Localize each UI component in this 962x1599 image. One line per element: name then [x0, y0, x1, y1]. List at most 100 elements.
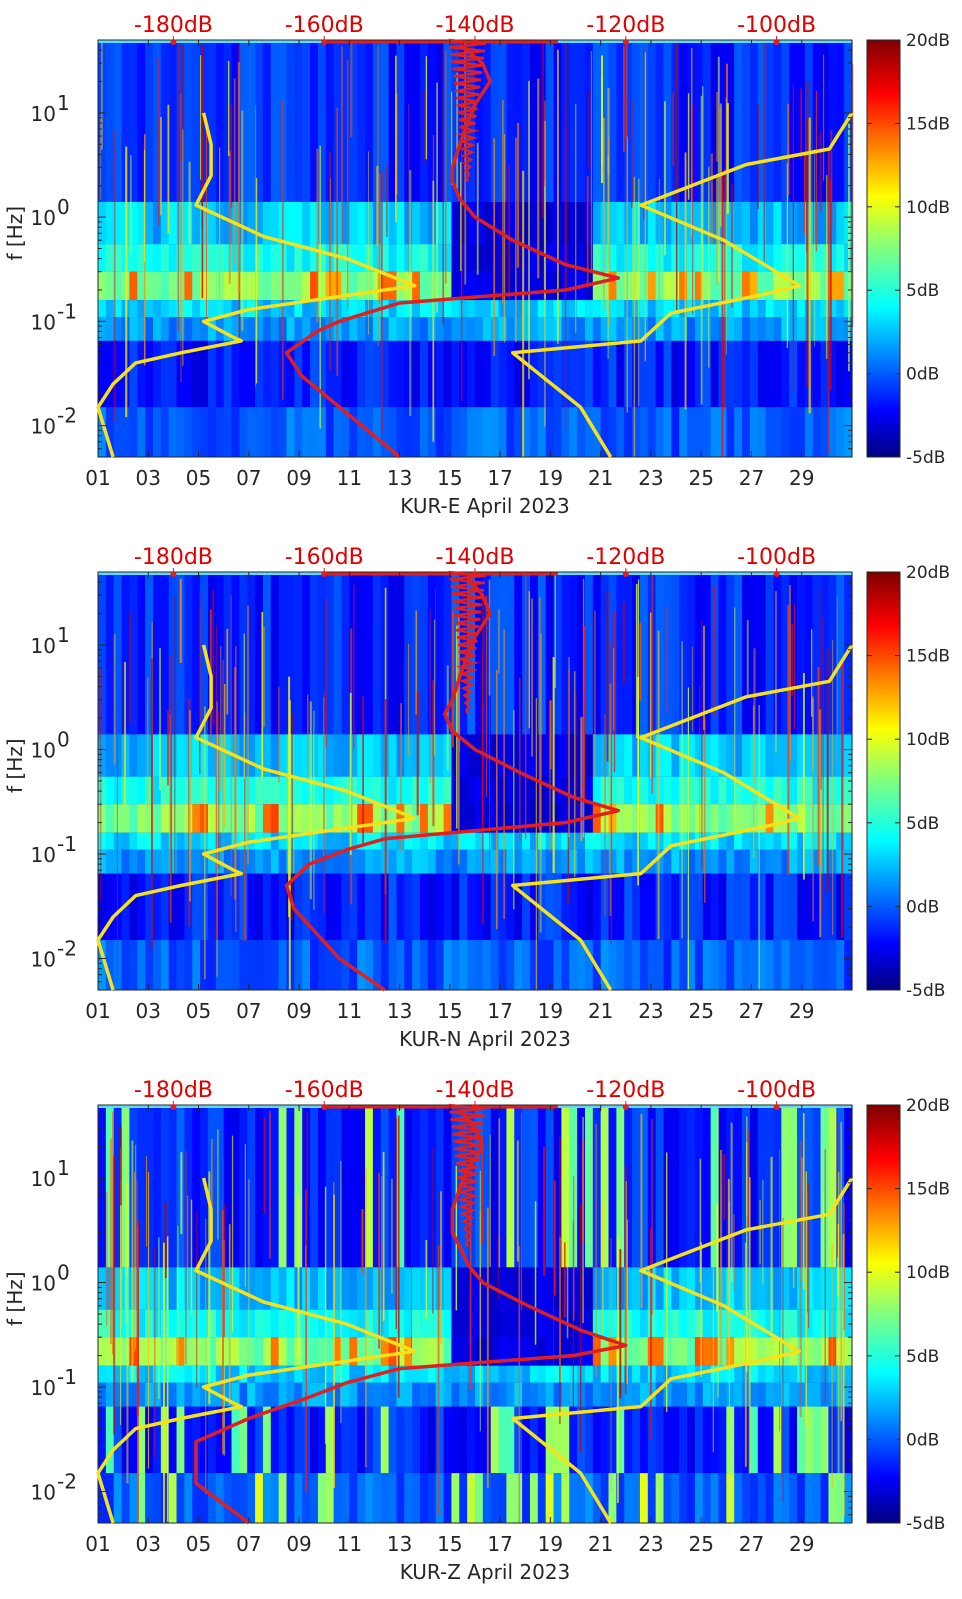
- x-tick-label: 03: [136, 1532, 161, 1556]
- spectrogram-cell: [239, 300, 248, 318]
- spectrogram-cell: [757, 1406, 767, 1474]
- spectrogram-cell: [443, 407, 453, 457]
- spectrogram-cell: [145, 271, 154, 301]
- spectrogram-cell: [490, 940, 500, 990]
- spectrogram-cell: [349, 40, 358, 202]
- spectrogram-cell: [679, 1105, 688, 1268]
- spectrogram-cell: [797, 1406, 806, 1474]
- spectrogram-cell: [475, 1382, 484, 1407]
- spectrogram-cell: [467, 300, 476, 318]
- spectrogram-cell: [310, 317, 319, 341]
- spectrogram-cell: [624, 407, 633, 457]
- transient-streak: [489, 672, 490, 867]
- spectrogram-cell: [655, 940, 665, 990]
- spectrogram-cell: [372, 317, 382, 341]
- spectrogram-cell: [537, 340, 547, 408]
- spectrogram-cell: [836, 776, 845, 805]
- spectrogram-cell: [671, 572, 680, 735]
- spectrogram-cell: [577, 201, 586, 245]
- x-tick-label: 27: [739, 466, 764, 490]
- spectrogram-cell: [671, 317, 680, 341]
- spectrogram-cell: [718, 1473, 727, 1523]
- transient-streak: [841, 656, 844, 938]
- spectrogram-cell: [687, 340, 696, 408]
- spectrogram-cell: [137, 201, 146, 245]
- spectrogram-cell: [514, 940, 523, 990]
- transient-streak: [608, 137, 610, 327]
- transient-streak: [158, 1237, 160, 1400]
- spectrogram-cell: [129, 244, 138, 272]
- spectrogram-cell: [286, 1105, 295, 1268]
- spectrogram-cell: [435, 244, 445, 272]
- spectrogram-cell: [427, 940, 437, 990]
- spectrogram-cell: [537, 1337, 547, 1366]
- transient-streak: [687, 687, 689, 990]
- spectrogram-cell: [475, 1309, 484, 1338]
- transient-streak: [319, 145, 321, 429]
- transient-streak: [212, 589, 215, 726]
- spectrogram-cell: [584, 407, 594, 457]
- x-tick-label: 09: [286, 1532, 311, 1556]
- spectrogram-cell: [467, 244, 476, 272]
- y-tick-exponent: -1: [57, 1365, 77, 1389]
- transient-streak: [725, 97, 727, 355]
- spectrogram-cell: [545, 776, 555, 805]
- spectrogram-cell: [365, 40, 374, 202]
- spectrogram-cell: [600, 201, 610, 245]
- spectrogram-cell: [160, 300, 170, 318]
- spectrogram-cell: [545, 1309, 555, 1338]
- spectrogram-cell: [270, 572, 280, 735]
- spectrogram-cell: [710, 317, 720, 341]
- median-psd-jitter: [448, 1103, 486, 1248]
- transient-streak: [415, 610, 417, 715]
- spectrogram-cell: [278, 873, 288, 941]
- spectrogram-cell: [529, 40, 539, 202]
- spectrogram-cell: [105, 1267, 115, 1310]
- spectrogram-cell: [168, 734, 178, 777]
- spectrogram-cell: [757, 849, 767, 874]
- spectrogram-cell: [506, 340, 515, 408]
- spectrogram-cell: [310, 40, 319, 202]
- spectrogram-cell: [255, 1473, 264, 1523]
- spectrogram-cell: [679, 40, 688, 202]
- spectrogram-cell: [200, 1267, 209, 1310]
- spectrogram-cell: [655, 340, 665, 408]
- spectrogram-cell: [317, 804, 327, 833]
- x-tick-label: 17: [487, 1532, 512, 1556]
- spectrogram-cell: [160, 1309, 170, 1338]
- spectrogram-cell: [506, 300, 515, 318]
- spectrogram-cell: [624, 271, 633, 301]
- spectrogram-cell: [624, 1309, 633, 1338]
- spectrogram-cell: [388, 1473, 398, 1523]
- colorbar-tick-label: -5dB: [906, 981, 945, 1001]
- spectrogram-cell: [655, 1473, 665, 1523]
- spectrogram-cell: [270, 1382, 280, 1407]
- transient-streak: [137, 1219, 139, 1523]
- spectrogram-cell: [647, 271, 657, 301]
- spectrogram-cell: [734, 1382, 743, 1407]
- spectrogram-cell: [608, 1337, 617, 1366]
- spectrogram-cell: [514, 873, 523, 941]
- spectrogram-cell: [773, 832, 782, 850]
- spectrogram-cell: [160, 804, 170, 833]
- transient-streak: [408, 104, 410, 276]
- spectrogram-cell: [592, 1382, 602, 1407]
- spectrogram-cell: [804, 849, 814, 874]
- spectrogram-cell: [200, 873, 209, 941]
- spectrogram-cell: [726, 1337, 735, 1366]
- spectrogram-cell: [341, 317, 350, 341]
- spectrogram-cell: [820, 317, 830, 341]
- spectrogram-cell: [451, 1406, 460, 1474]
- spectrogram-cell: [333, 734, 343, 777]
- spectrogram-cell: [765, 271, 775, 301]
- spectrogram-cell: [98, 940, 107, 990]
- spectrogram-cell: [820, 873, 830, 941]
- spectrogram-cell: [742, 40, 751, 202]
- spectrogram-cell: [270, 300, 280, 318]
- spectrogram-cell: [105, 201, 115, 245]
- spectrogram-cell: [192, 407, 201, 457]
- spectrogram-cell: [498, 1406, 508, 1474]
- transient-streak: [819, 131, 822, 212]
- spectrogram-cell: [702, 1406, 712, 1474]
- spectrogram-cell: [341, 1406, 350, 1474]
